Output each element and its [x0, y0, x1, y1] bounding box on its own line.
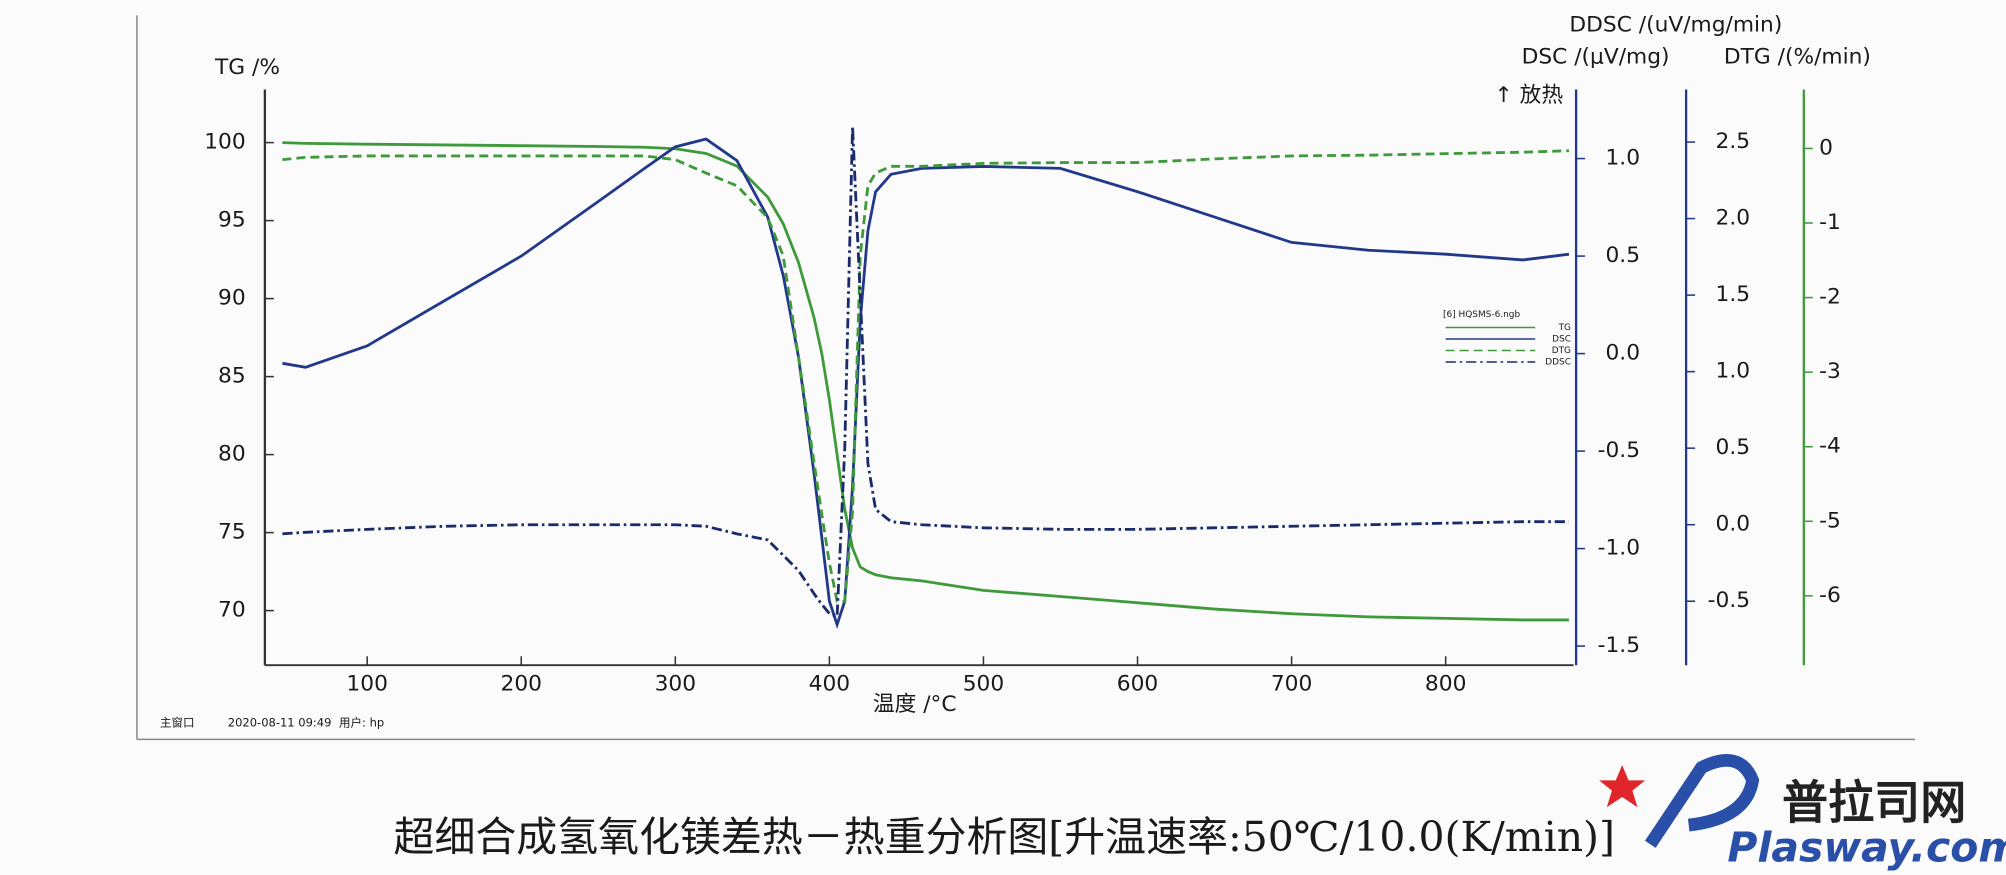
series-line [282, 141, 1569, 622]
watermark-text: 普拉司网 [1782, 775, 1966, 829]
y-tick-label: 70 [218, 598, 246, 623]
y4-tick-label: -3 [1819, 359, 1841, 384]
y4-tick-label: -4 [1819, 434, 1841, 459]
x-tick-label: 600 [1117, 671, 1158, 696]
x-tick-label: 100 [346, 671, 387, 696]
legend-label: TG [1558, 323, 1571, 333]
y3-tick-label: 0.5 [1715, 435, 1750, 460]
y3-axis-title: DDSC /(uV/mg/min) [1569, 13, 1782, 38]
legend-label: DTG [1552, 346, 1571, 356]
x-tick-label: 500 [963, 671, 1004, 696]
y-tick-label: 95 [218, 208, 246, 233]
y3-tick-label: 0.0 [1715, 512, 1750, 537]
x-tick-label: 800 [1425, 671, 1466, 696]
x-tick-label: 400 [809, 671, 850, 696]
y4-tick-label: 0 [1819, 135, 1833, 160]
y3-tick-label: 2.0 [1715, 206, 1750, 231]
y4-tick-label: -6 [1819, 583, 1841, 608]
y2-tick-label: 0.5 [1605, 243, 1640, 268]
x-tick-label: 300 [655, 671, 696, 696]
x-tick-label: 200 [501, 671, 542, 696]
watermark-star [1599, 764, 1646, 808]
y-tick-label: 75 [218, 520, 246, 545]
footer-text: 2020-08-11 09:49 [228, 715, 332, 729]
footer-text: 用户: hp [339, 715, 384, 729]
y2-tick-label: 0.0 [1605, 341, 1640, 366]
series-line [282, 149, 1569, 603]
y2-tick-label: 1.0 [1605, 146, 1640, 171]
x-tick-label: 700 [1271, 671, 1312, 696]
footer-text: 主窗口 [160, 715, 194, 729]
y-axis-title: TG /% [214, 55, 280, 80]
y3-tick-label: 1.0 [1715, 359, 1750, 384]
y-tick-label: 85 [218, 364, 246, 389]
y-tick-label: 100 [204, 130, 245, 155]
y2-axis-title: DSC /(μV/mg) [1522, 45, 1670, 70]
y4-tick-label: -1 [1819, 210, 1841, 235]
y3-tick-label: 2.5 [1715, 129, 1750, 154]
y3-tick-label: -0.5 [1708, 588, 1750, 613]
caption: 超细合成氢氧化镁差热－热重分析图[升温速率:50℃/10.0(K/min)] [394, 813, 1615, 861]
watermark-logo [1644, 754, 1760, 848]
series-line [282, 137, 1570, 630]
y2-tick-label: -0.5 [1598, 438, 1640, 463]
legend-label: DDSC [1545, 358, 1571, 368]
y-tick-label: 90 [218, 286, 246, 311]
watermark-text: Plasway.com [1727, 824, 2006, 872]
series-line [282, 126, 1569, 619]
y3-tick-label: 1.5 [1715, 282, 1750, 307]
watermark: 普拉司网 Plasway.com [1599, 754, 2006, 872]
y4-tick-label: -2 [1819, 285, 1841, 310]
x-axis-title: 温度 /°C [873, 692, 957, 717]
legend-title: [6] HQSMS-6.ngb [1443, 310, 1520, 320]
y4-axis-title: DTG /(%/min) [1724, 45, 1871, 70]
y2-tick-label: -1.0 [1598, 536, 1640, 561]
y-tick-label: 80 [218, 442, 246, 467]
legend-label: DSC [1552, 334, 1571, 344]
y4-tick-label: -5 [1819, 508, 1841, 533]
exo-note: ↑ 放热 [1494, 83, 1563, 108]
y2-tick-label: -1.5 [1598, 633, 1640, 658]
